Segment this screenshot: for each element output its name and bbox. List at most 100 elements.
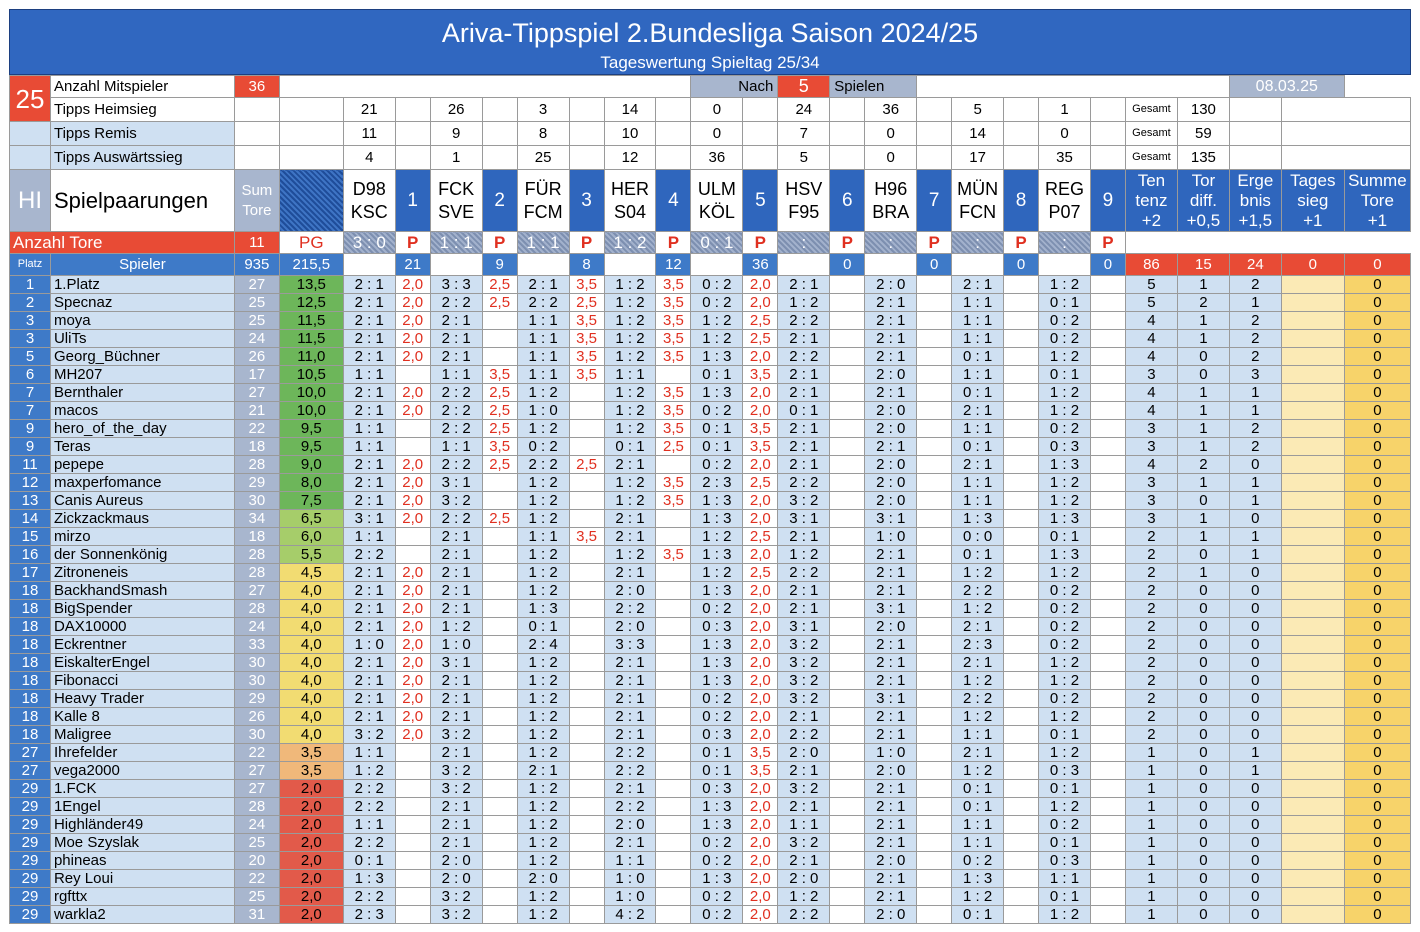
tip-cell: 1 : 2 bbox=[777, 293, 831, 312]
tip-cell: 2 : 1 bbox=[951, 275, 1005, 294]
pg-score: 9,0 bbox=[278, 455, 344, 474]
ergebnis-count: 0 bbox=[1228, 851, 1282, 870]
tip-cell: 2 : 1 bbox=[864, 779, 918, 798]
tipps-count: 14 bbox=[951, 121, 1005, 146]
tip-points bbox=[568, 671, 605, 690]
empty-cell bbox=[1280, 145, 1411, 170]
tip-points bbox=[481, 833, 518, 852]
tip-points bbox=[916, 347, 953, 366]
summe-tore-cell: 0 bbox=[1343, 851, 1411, 870]
match-number: 2 bbox=[481, 169, 518, 232]
tip-points bbox=[916, 275, 953, 294]
sum-tore-cell: 31 bbox=[233, 905, 280, 924]
tip-points bbox=[1003, 473, 1040, 492]
table-row: 12 maxperfomance 29 8,0 2 : 1 2,0 3 : 1 1 : 2 1 … bbox=[9, 473, 1411, 492]
tip-cell: 2 : 1 bbox=[603, 671, 657, 690]
tip-points bbox=[916, 491, 953, 510]
empty-cell bbox=[481, 145, 518, 170]
empty-cell bbox=[278, 145, 344, 170]
tip-cell: 1 : 1 bbox=[516, 527, 570, 546]
tip-points bbox=[1003, 761, 1040, 780]
platz-cell: 18 bbox=[9, 599, 51, 618]
tip-cell: 2 : 1 bbox=[342, 293, 396, 312]
tipps-count: 5 bbox=[951, 97, 1005, 122]
tip-points bbox=[916, 581, 953, 600]
tip-points: 2,0 bbox=[742, 815, 779, 834]
tip-points bbox=[916, 689, 953, 708]
player-name: maxperfomance bbox=[49, 473, 235, 492]
tip-cell: 0 : 3 bbox=[1038, 851, 1091, 870]
tip-cell: 0 : 1 bbox=[690, 365, 744, 384]
tip-cell: 1 : 2 bbox=[690, 311, 744, 330]
player-name: macos bbox=[49, 401, 235, 420]
empty-cell bbox=[233, 145, 280, 170]
tip-cell: 1 : 2 bbox=[516, 383, 570, 402]
tip-cell: 2 : 1 bbox=[342, 311, 396, 330]
player-name: der Sonnenkönig bbox=[49, 545, 235, 564]
tip-points bbox=[1003, 815, 1040, 834]
tip-cell: 2 : 2 bbox=[429, 401, 483, 420]
tip-cell: 1 : 2 bbox=[690, 527, 744, 546]
tip-cell: 1 : 0 bbox=[603, 887, 657, 906]
tip-points bbox=[568, 581, 605, 600]
tip-points bbox=[1003, 833, 1040, 852]
tip-cell: 2 : 1 bbox=[603, 653, 657, 672]
tip-cell: 0 : 2 bbox=[690, 905, 744, 924]
tipps-count: 0 bbox=[864, 121, 918, 146]
tip-points bbox=[481, 905, 518, 924]
tip-cell: 1 : 2 bbox=[516, 815, 570, 834]
tendenz-count: 5 bbox=[1124, 275, 1178, 294]
tendenz-count: 5 bbox=[1124, 293, 1178, 312]
match-result: 1 : 1 bbox=[429, 231, 483, 254]
tip-points: 3,5 bbox=[742, 437, 779, 456]
tip-cell: 2 : 1 bbox=[864, 707, 918, 726]
tagessieg-cell bbox=[1280, 743, 1345, 762]
tip-cell: 0 : 2 bbox=[690, 707, 744, 726]
tip-points bbox=[1003, 707, 1040, 726]
tip-cell: 1 : 2 bbox=[1038, 563, 1091, 582]
tip-cell: 0 : 2 bbox=[690, 851, 744, 870]
empty-cell bbox=[1280, 121, 1411, 146]
tipps-count: 10 bbox=[603, 121, 657, 146]
tip-cell: 3 : 1 bbox=[864, 599, 918, 618]
platz-cell: 3 bbox=[9, 329, 51, 348]
pg-score: 4,0 bbox=[278, 689, 344, 708]
sum-tore-cell: 26 bbox=[233, 347, 280, 366]
summe-tore-cell: 0 bbox=[1343, 275, 1411, 294]
table-row: 1 1.Platz 27 13,5 2 : 1 2,0 3 : 3 2,5 2 : 1 3,5 1 … bbox=[9, 275, 1411, 294]
tip-points: 2,5 bbox=[481, 293, 518, 312]
sum-tore-cell: 28 bbox=[233, 455, 280, 474]
tip-points: 3,5 bbox=[568, 329, 605, 348]
tip-points bbox=[481, 347, 518, 366]
ergebnis-count: 2 bbox=[1228, 275, 1282, 294]
match-points: 0 bbox=[916, 253, 953, 276]
pg-score: 4,0 bbox=[278, 635, 344, 654]
tip-cell: 3 : 2 bbox=[429, 491, 483, 510]
sum-tore-cell: 24 bbox=[233, 815, 280, 834]
tip-points bbox=[916, 383, 953, 402]
bonus-header-line: Tor bbox=[1191, 170, 1216, 190]
tip-cell: 2 : 0 bbox=[777, 743, 831, 762]
tip-points: 2,0 bbox=[742, 509, 779, 528]
tendenz-count: 2 bbox=[1124, 725, 1178, 744]
tip-points bbox=[655, 761, 692, 780]
tip-points bbox=[481, 581, 518, 600]
summe-tore-cell: 0 bbox=[1343, 365, 1411, 384]
tip-points bbox=[568, 707, 605, 726]
tip-cell: 2 : 1 bbox=[429, 815, 483, 834]
ergebnis-count: 0 bbox=[1228, 635, 1282, 654]
tip-points bbox=[568, 905, 605, 924]
tip-cell: 1 : 2 bbox=[1038, 743, 1091, 762]
empty-cell bbox=[394, 145, 431, 170]
pg-score: 2,0 bbox=[278, 833, 344, 852]
tip-points: 2,0 bbox=[742, 653, 779, 672]
platz-cell: 29 bbox=[9, 905, 51, 924]
tip-cell: 0 : 2 bbox=[1038, 329, 1091, 348]
tip-cell: 0 : 2 bbox=[516, 437, 570, 456]
tip-points bbox=[1090, 887, 1126, 906]
ergebnis-count: 2 bbox=[1228, 437, 1282, 456]
tip-cell: 2 : 1 bbox=[429, 707, 483, 726]
sum-tore-cell: Sum Tore bbox=[233, 169, 280, 232]
tip-points: 2,5 bbox=[742, 311, 779, 330]
empty-cell bbox=[951, 253, 1005, 276]
